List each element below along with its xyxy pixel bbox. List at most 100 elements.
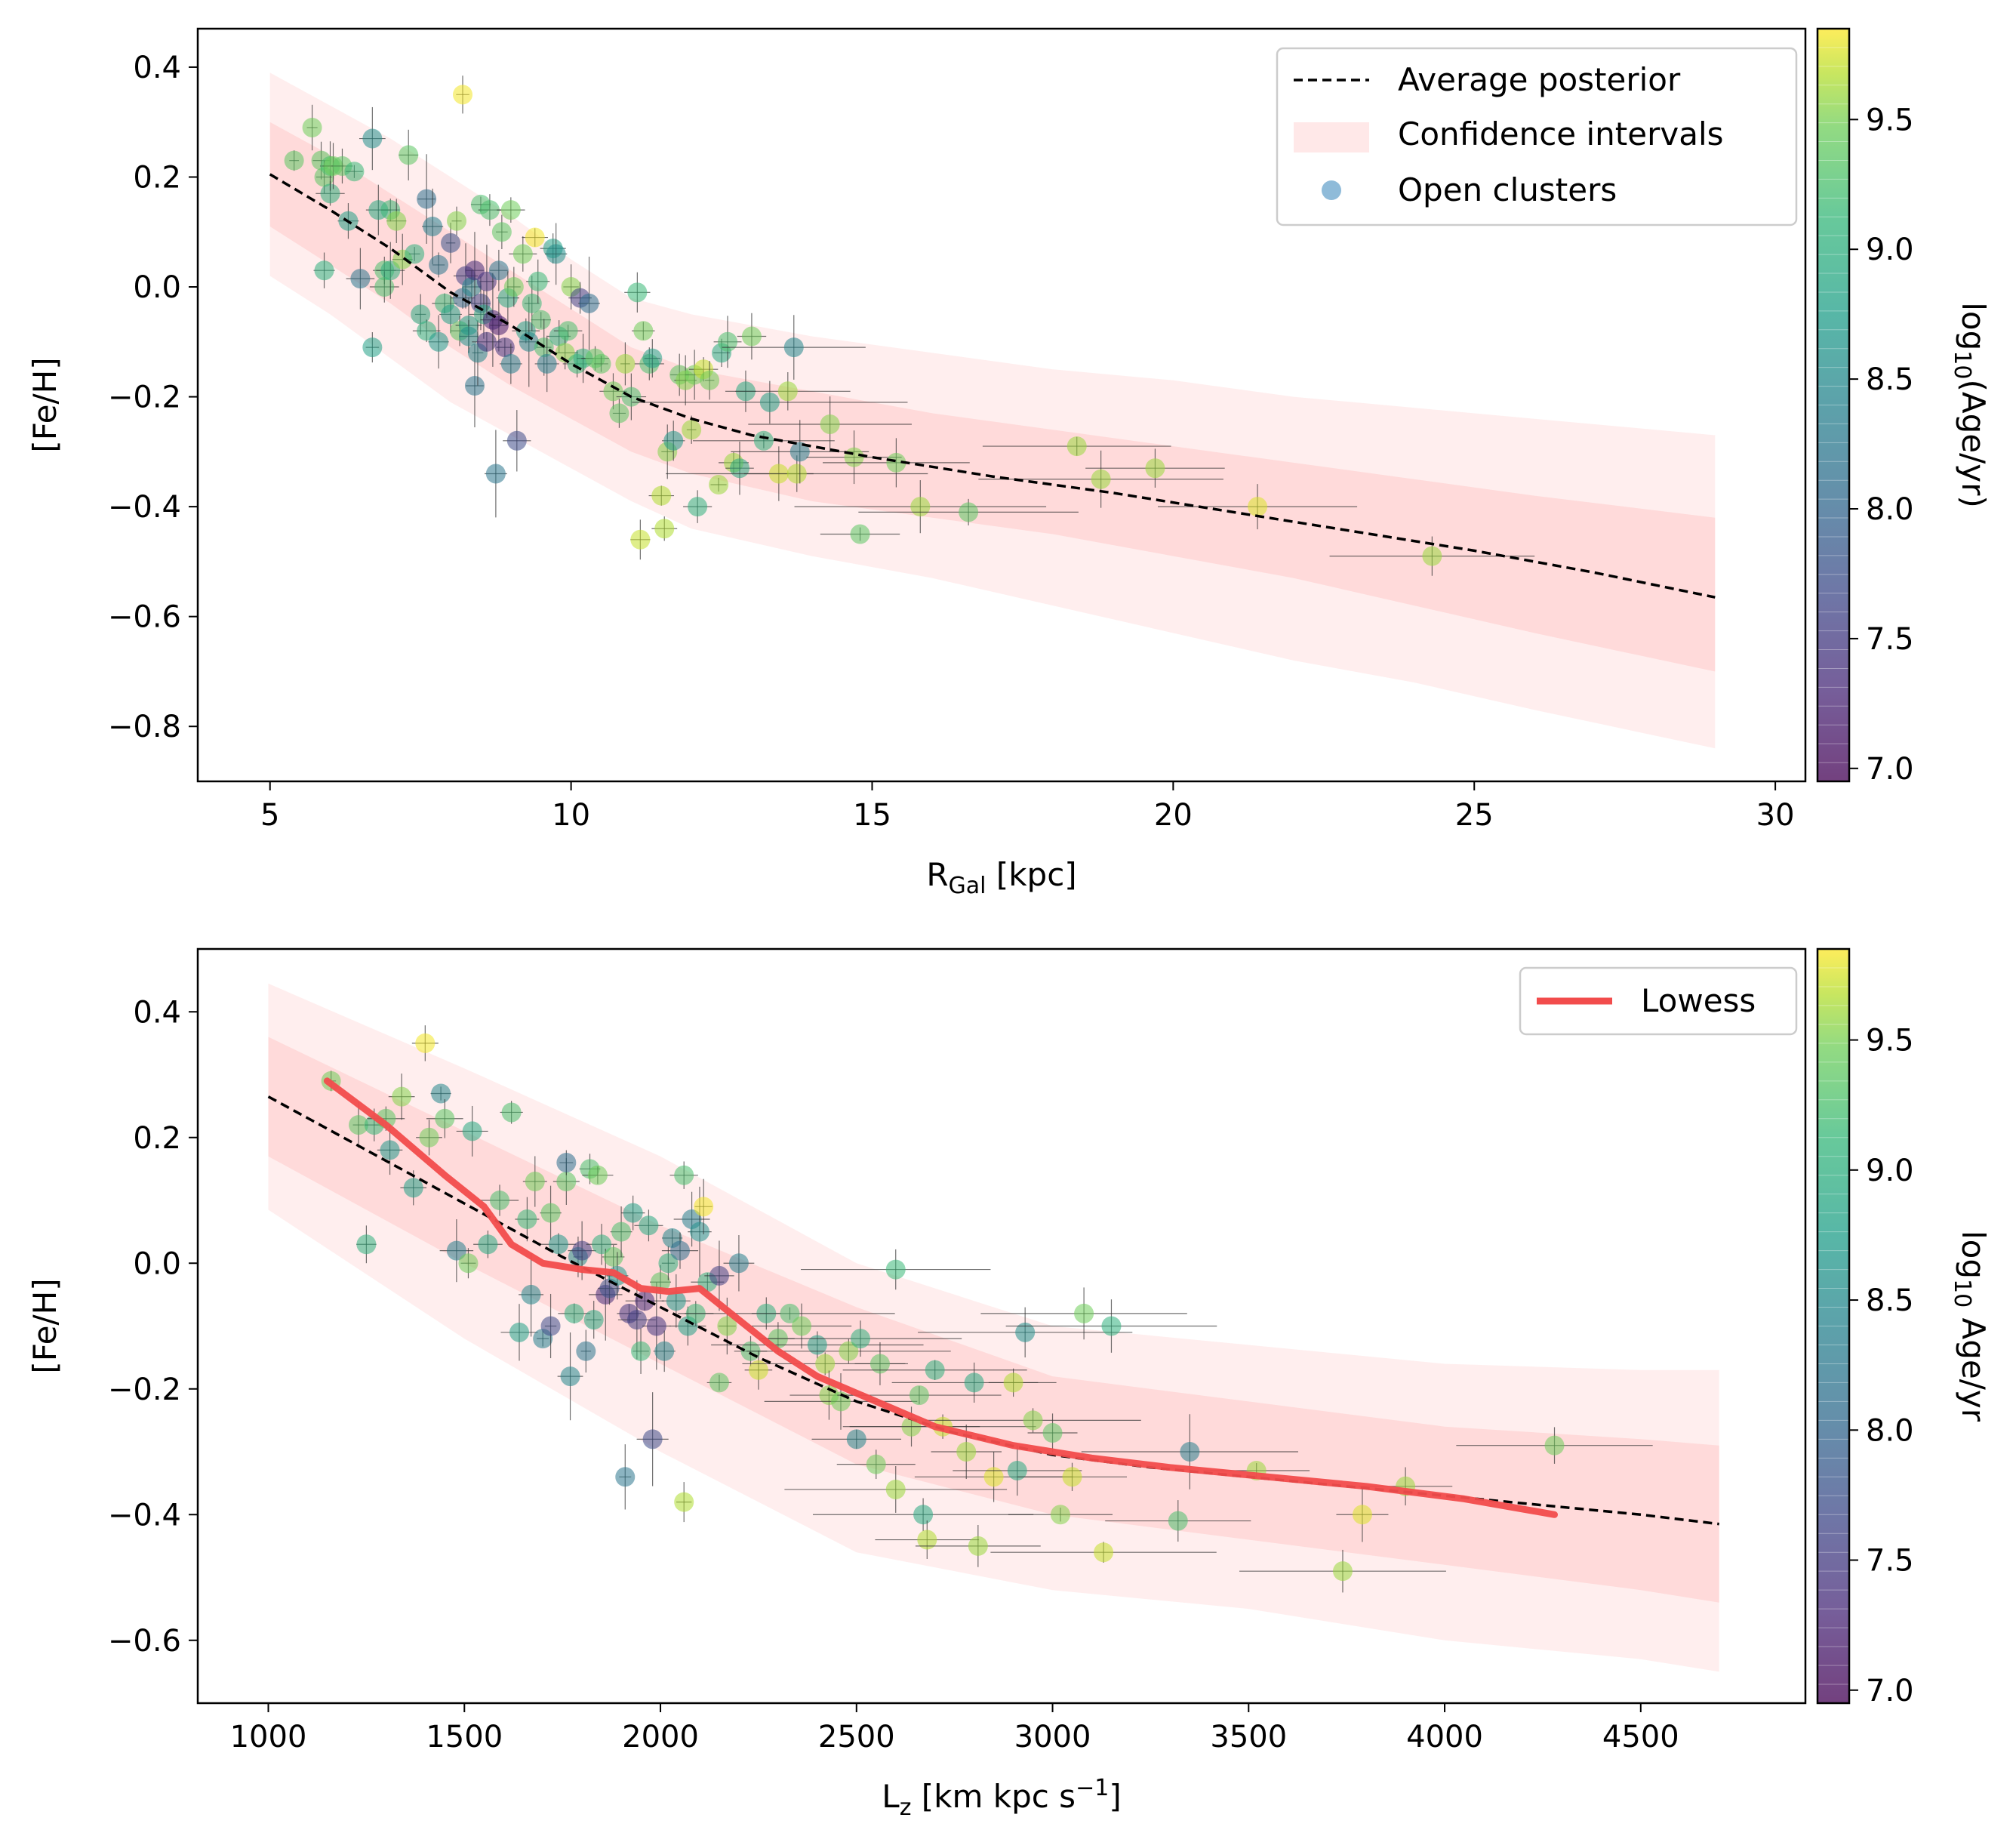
colorbar-tick-label: 9.0 — [1866, 1154, 1914, 1188]
data-point — [807, 1335, 827, 1355]
data-point — [844, 447, 864, 467]
y-tick-label: −0.2 — [108, 380, 181, 415]
data-point — [792, 1316, 812, 1336]
x-tick-label: 25 — [1455, 798, 1494, 833]
data-point — [630, 529, 651, 550]
data-point — [642, 348, 663, 368]
data-point — [815, 1354, 836, 1374]
data-point — [485, 464, 506, 484]
data-point — [399, 145, 419, 165]
data-point — [362, 337, 383, 358]
data-point — [959, 502, 979, 522]
legend-swatch-open-clusters — [1322, 180, 1341, 200]
colorbar-label-main: log — [1955, 302, 1992, 350]
data-point — [925, 1360, 945, 1380]
data-point — [284, 150, 304, 171]
colorbar-label-sub: 10 — [1949, 1279, 1975, 1308]
data-point — [674, 1165, 694, 1185]
data-point — [509, 1322, 529, 1342]
data-point — [1248, 497, 1268, 517]
data-point — [429, 331, 449, 352]
data-point — [419, 1127, 439, 1148]
colorbar-frame — [1816, 27, 1851, 783]
data-point — [753, 430, 774, 451]
data-point — [820, 414, 840, 434]
confidence-band-inner — [269, 122, 1716, 672]
data-point — [694, 1197, 714, 1217]
data-point — [1332, 1561, 1353, 1582]
data-point — [1023, 1410, 1043, 1431]
data-point — [748, 1360, 768, 1380]
data-point — [869, 1354, 890, 1374]
data-point — [556, 1153, 577, 1173]
x-axis-label: RGal [kpc] — [926, 856, 1076, 899]
colorbar-tick-label: 8.5 — [1866, 1283, 1914, 1318]
data-point — [1145, 458, 1165, 479]
data-point — [320, 183, 340, 204]
data-point — [405, 244, 425, 264]
legend-box — [1276, 47, 1798, 226]
data-point — [639, 1215, 659, 1236]
data-point — [885, 1479, 906, 1499]
data-point — [494, 337, 515, 358]
colorbar-tick-label: 9.5 — [1866, 103, 1914, 137]
data-point — [700, 370, 720, 390]
data-point — [850, 1329, 870, 1349]
data-point — [627, 282, 648, 303]
colorbar-tick-label: 8.0 — [1866, 492, 1914, 527]
data-point — [1050, 1505, 1070, 1525]
x-axis-label-sup: −1 — [1076, 1775, 1109, 1801]
legend-label-average-posterior: Average posterior — [1398, 61, 1681, 98]
data-point — [741, 326, 762, 347]
data-point — [415, 1033, 436, 1053]
data-point — [380, 1140, 400, 1160]
data-point — [654, 519, 675, 539]
data-point — [603, 1246, 623, 1267]
data-point — [1015, 1322, 1036, 1342]
data-point — [611, 1221, 632, 1242]
data-point — [490, 1191, 510, 1210]
data-point — [576, 1341, 596, 1361]
data-point — [615, 1467, 636, 1487]
data-point — [517, 1209, 537, 1229]
colorbar-frame — [1816, 947, 1851, 1705]
x-tick-label: 3500 — [1210, 1720, 1287, 1754]
data-point — [458, 326, 479, 347]
y-tick-label: 0.4 — [133, 995, 181, 1030]
data-point — [783, 337, 804, 358]
data-point — [429, 254, 449, 275]
y-tick-label: 0.4 — [133, 51, 181, 85]
data-point — [531, 310, 551, 330]
data-point — [839, 1341, 859, 1361]
x-axis-label-end: ] — [1109, 1778, 1121, 1815]
data-point — [1074, 1303, 1094, 1323]
data-point — [435, 1108, 455, 1129]
data-point — [556, 1172, 577, 1192]
data-point — [777, 381, 798, 402]
data-point — [344, 162, 365, 182]
data-point — [458, 1253, 479, 1274]
bottom-panel: 1000 1500 2000 2500 3000 3500 4000 4500 −0.6 −0.4… — [26, 947, 1992, 1821]
data-point — [446, 1240, 466, 1261]
data-point — [560, 1366, 580, 1387]
legend-label-open-clusters: Open clusters — [1398, 171, 1617, 208]
data-point — [521, 1284, 541, 1305]
x-axis-label-rest: [kpc] — [986, 856, 1076, 893]
data-point — [579, 293, 599, 313]
data-point — [635, 1291, 655, 1311]
x-tick-label: 3000 — [1014, 1720, 1091, 1754]
data-point — [392, 1086, 412, 1107]
x-axis-label-sub: Gal — [949, 873, 986, 899]
data-point — [956, 1442, 977, 1462]
data-point — [591, 353, 611, 374]
data-point — [670, 1240, 690, 1261]
data-point — [522, 293, 542, 313]
data-point — [658, 1253, 679, 1274]
y-tick-label: 0.2 — [133, 1121, 181, 1156]
data-point — [453, 85, 473, 105]
colorbar — [1817, 29, 1849, 781]
x-tick-label: 4000 — [1406, 1720, 1483, 1754]
data-point — [583, 1310, 604, 1330]
data-point — [356, 1234, 377, 1255]
legend-box — [1519, 966, 1798, 1036]
